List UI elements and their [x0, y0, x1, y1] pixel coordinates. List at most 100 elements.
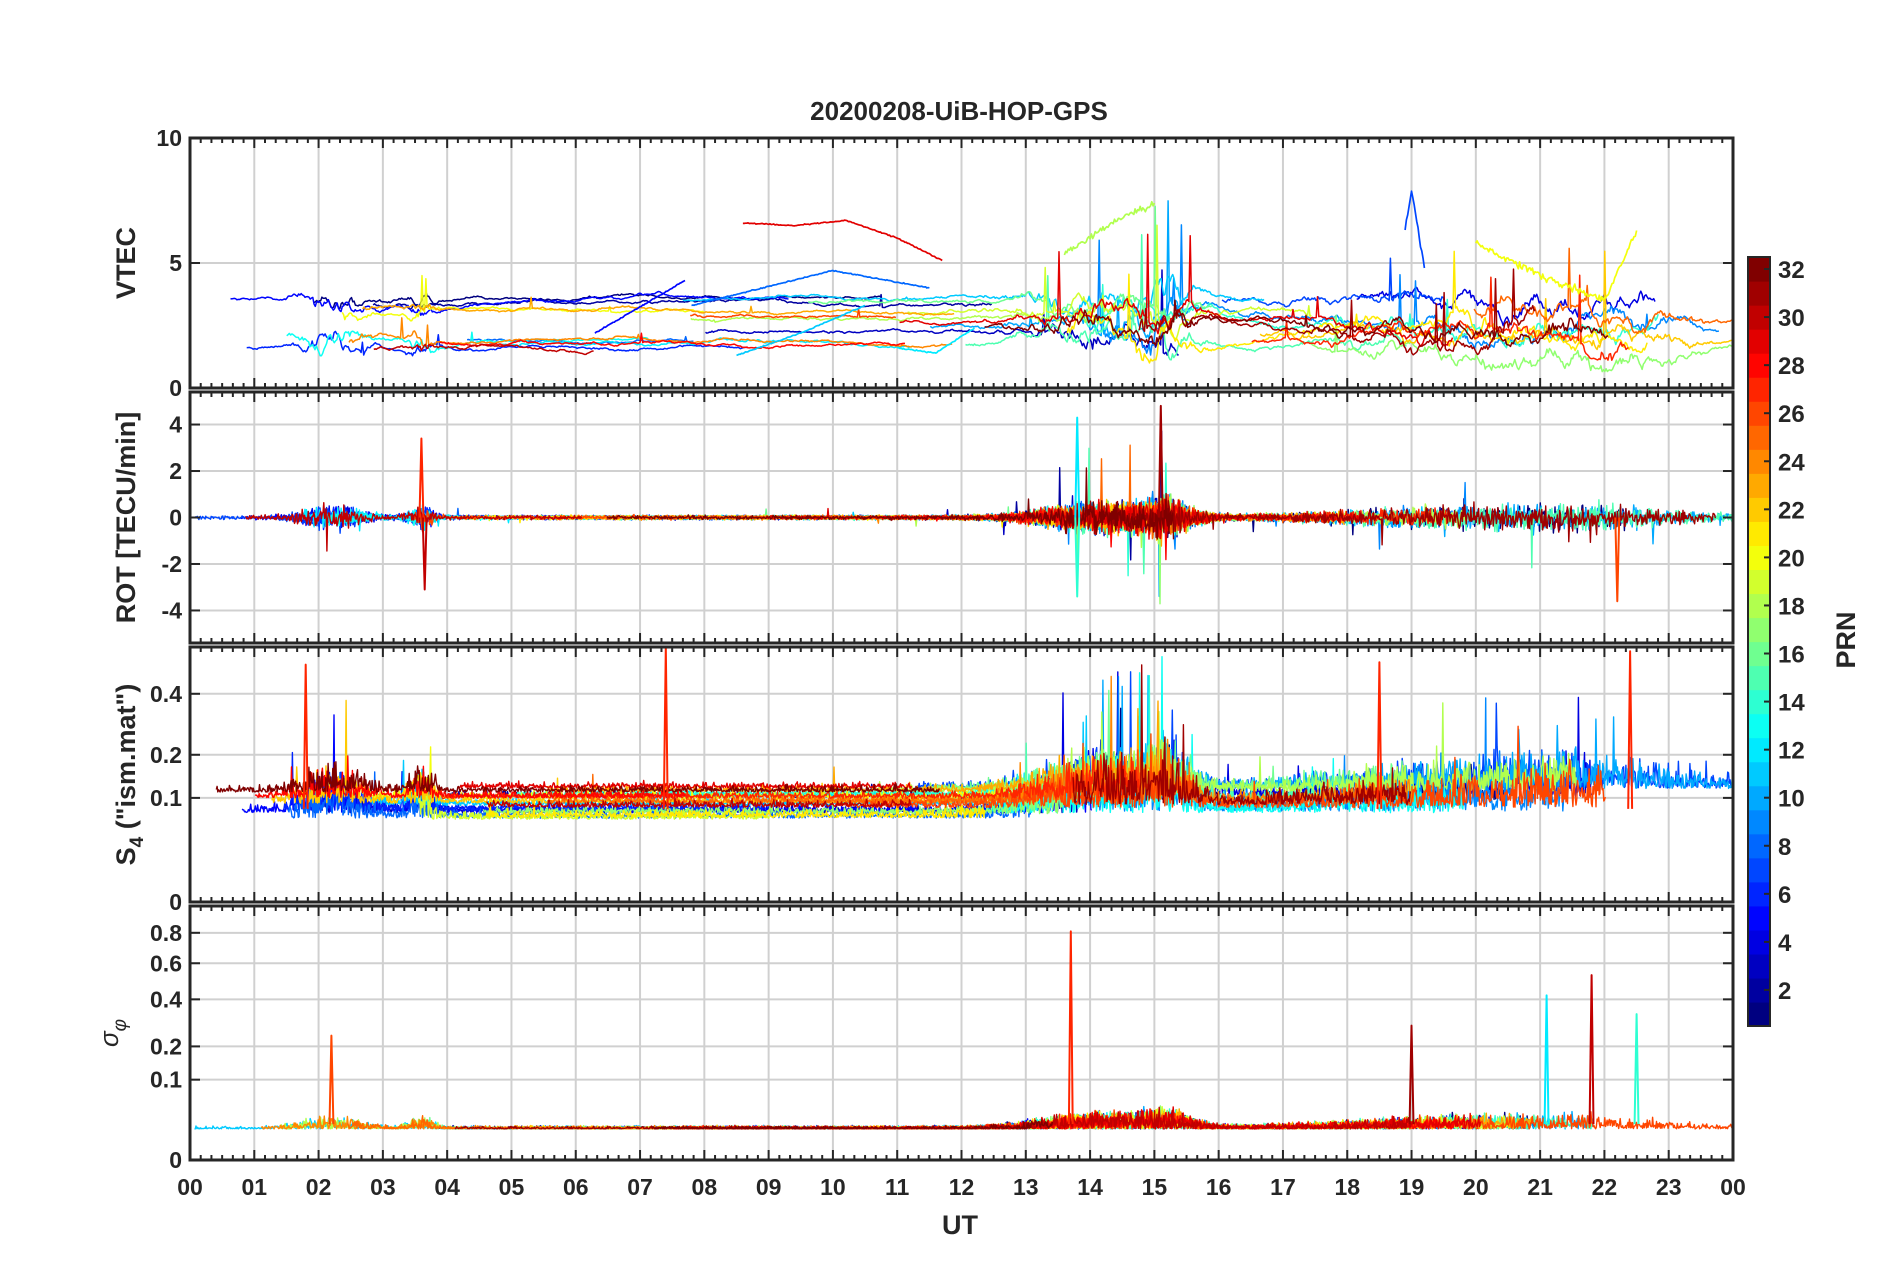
- x-tick-label: 06: [563, 1174, 589, 1200]
- colorbar-segment: [1748, 593, 1770, 619]
- peak-spike: [1588, 974, 1595, 1125]
- colorbar-segment: [1748, 473, 1770, 498]
- peak-spike: [662, 647, 669, 809]
- peak-spike: [1067, 930, 1074, 1125]
- colorbar-tick-label: 6: [1778, 882, 1791, 909]
- traces: [230, 190, 1733, 373]
- colorbar-segment: [1748, 329, 1770, 354]
- colorbar-segment: [1748, 737, 1770, 763]
- colorbar-tick-label: 24: [1778, 449, 1805, 476]
- trace-prn-32: [984, 299, 1609, 348]
- x-tick-label: 09: [756, 1174, 782, 1200]
- colorbar-tick-label: 28: [1778, 353, 1805, 380]
- y-tick-label: 0: [169, 1147, 182, 1173]
- peak-spike: [1543, 994, 1550, 1125]
- y-tick-label: 2: [169, 458, 182, 484]
- peak-spike: [1074, 517, 1081, 598]
- trace-prn-20: [1475, 230, 1638, 303]
- trace-prn-28: [254, 755, 687, 799]
- x-tick-label: 23: [1656, 1174, 1682, 1200]
- y-axis-label: S4 ("ism.mat"): [111, 684, 148, 866]
- colorbar-segment: [1748, 929, 1770, 955]
- colorbar-segment: [1748, 569, 1770, 595]
- trace-prn-31: [1063, 492, 1717, 546]
- x-tick-label: 01: [241, 1174, 267, 1200]
- colorbar-segment: [1748, 377, 1770, 402]
- trace-prn-31: [1138, 268, 1536, 356]
- y-tick-label: 0.4: [150, 986, 182, 1012]
- trace-prn-30: [245, 502, 583, 552]
- colorbar-tick-label: 4: [1778, 930, 1792, 957]
- x-ticks: [189, 906, 1734, 1160]
- trace-prn-2: [914, 430, 1256, 561]
- trace-prn-7: [1221, 257, 1448, 308]
- peak-spike: [302, 663, 309, 809]
- x-tick-label: 20: [1463, 1174, 1489, 1200]
- colorbar-tick-label: 32: [1778, 257, 1805, 284]
- grid: [190, 906, 1733, 1160]
- trace-prn-32: [652, 1119, 1054, 1130]
- x-tick-label: 19: [1399, 1174, 1425, 1200]
- colorbar-segment: [1748, 713, 1770, 739]
- colorbar-segment: [1748, 425, 1770, 450]
- x-tick-label: 04: [434, 1174, 460, 1200]
- trace-prn-15: [965, 233, 1407, 361]
- trace-prn-12: [896, 327, 976, 354]
- y-tick-label: 0.6: [150, 950, 182, 976]
- x-tick-label: 08: [692, 1174, 718, 1200]
- colorbar-segment: [1748, 689, 1770, 715]
- trace-prn-30: [373, 343, 594, 356]
- y-tick-label: 0.8: [150, 920, 182, 946]
- x-tick-label: 00: [1720, 1174, 1746, 1200]
- trace-prn-18: [1063, 200, 1156, 256]
- trace-prn-21: [485, 788, 986, 819]
- x-ticks: [189, 647, 1734, 902]
- trace-prn-26: [843, 725, 1606, 809]
- x-tick-label: 03: [370, 1174, 396, 1200]
- colorbar-segment: [1748, 521, 1770, 546]
- y-tick-label: 5: [169, 250, 182, 276]
- x-ticks: [189, 138, 1734, 388]
- trace-prn-28: [439, 332, 905, 350]
- y-tick-label: 0.2: [150, 1033, 182, 1059]
- trace-prn-19: [907, 224, 1312, 340]
- trace-prn-20: [341, 274, 705, 322]
- panel-3: 0 0.1 0.2 0.4S4 ("ism.mat"): [111, 645, 1735, 915]
- y-tick-label: 0.2: [150, 742, 182, 768]
- colorbar-tick-label: 22: [1778, 497, 1805, 524]
- colorbar-segment: [1748, 953, 1770, 979]
- colorbar-tick-label: 16: [1778, 642, 1805, 669]
- colorbar-tick-label: 26: [1778, 401, 1805, 428]
- peak-spike: [1408, 1024, 1415, 1125]
- x-tick-label: 13: [1013, 1174, 1039, 1200]
- x-tick-label: 16: [1206, 1174, 1232, 1200]
- grid: [190, 138, 1733, 388]
- y-ticks: 0 0.1 0.2 0.4: [150, 681, 1733, 915]
- trace-prn-27: [436, 754, 1141, 800]
- colorbar-tick-label: 10: [1778, 786, 1805, 813]
- peak-spike: [1157, 404, 1164, 518]
- trace-prn-6: [246, 330, 749, 357]
- colorbar-segment: [1748, 353, 1770, 378]
- colorbar-tick-label: 20: [1778, 545, 1805, 572]
- peak-spike: [328, 1034, 335, 1125]
- peak-spike: [1376, 661, 1383, 809]
- x-tick-label: 11: [885, 1174, 910, 1200]
- y-tick-label: -2: [162, 551, 182, 577]
- trace-prn-16: [808, 205, 1213, 324]
- colorbar-segment: [1748, 641, 1770, 667]
- trace-prn-30: [486, 797, 912, 808]
- colorbar-tick-label: 2: [1778, 978, 1791, 1005]
- colorbar-tick-label: 18: [1778, 593, 1805, 620]
- colorbar-segment: [1748, 401, 1770, 426]
- trace-prn-11: [682, 273, 1265, 316]
- y-tick-label: 0: [169, 505, 182, 531]
- colorbar-segment: [1748, 857, 1770, 883]
- x-tick-label: 17: [1270, 1174, 1296, 1200]
- colorbar-label: PRN: [1831, 611, 1861, 668]
- panel-1: 0 5 10 VTEC: [111, 125, 1735, 401]
- colorbar-frame: [1747, 256, 1771, 1027]
- x-tick-label: 10: [820, 1174, 846, 1200]
- trace-prn-29: [742, 219, 943, 262]
- colorbar-tick-label: 8: [1778, 834, 1791, 861]
